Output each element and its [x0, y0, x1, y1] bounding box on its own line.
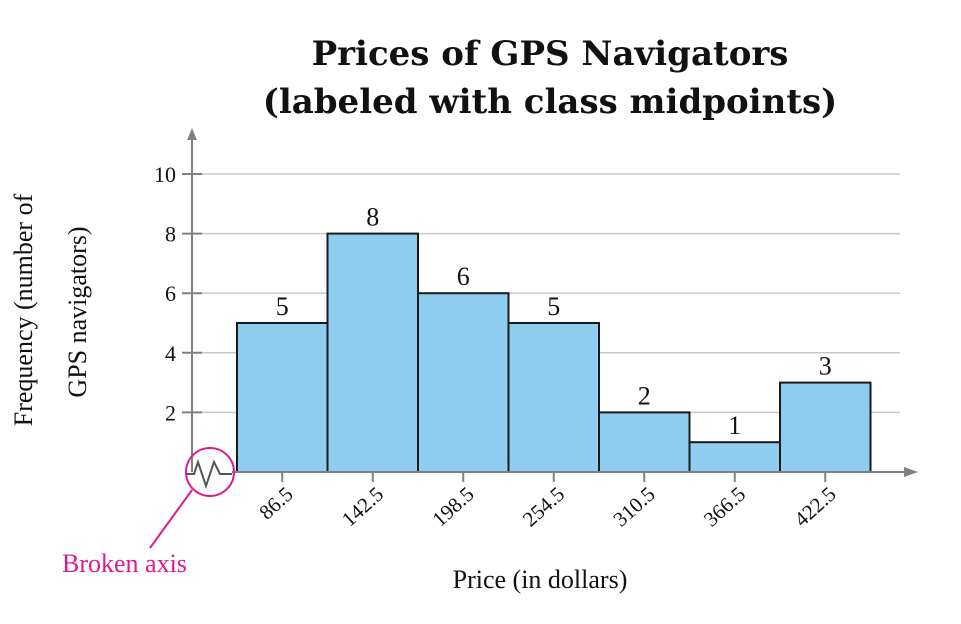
chart-subtitle: (labeled with class midpoints)	[262, 82, 838, 122]
y-tick-label: 10	[154, 162, 176, 187]
x-tick-label: 422.5	[789, 482, 840, 531]
bar-value-label: 8	[366, 203, 379, 232]
x-tick-label: 142.5	[337, 482, 388, 531]
bar-value-label: 5	[547, 292, 560, 321]
broken-axis-zigzag	[186, 458, 232, 490]
bar	[779, 381, 872, 474]
bar	[507, 322, 600, 473]
bars	[236, 232, 872, 474]
y-tick-label: 2	[165, 400, 176, 425]
broken-axis-annotation: Broken axis	[62, 447, 235, 578]
x-tick-label: 310.5	[608, 482, 659, 531]
bar-value-label: 3	[819, 352, 832, 381]
y-axis-title-line2: GPS navigators)	[63, 226, 92, 397]
bar	[688, 441, 781, 474]
x-tick-label: 198.5	[427, 482, 478, 531]
x-tick-label: 254.5	[518, 482, 569, 531]
bar-value-label: 2	[638, 381, 651, 410]
y-tick-label: 8	[165, 222, 176, 247]
bar-value-label: 1	[728, 411, 741, 440]
axes	[182, 128, 918, 482]
y-tick-label: 4	[165, 341, 176, 366]
y-axis-title-line1: Frequency (number of	[9, 193, 38, 426]
bar	[326, 232, 419, 473]
bar-value-label: 5	[276, 292, 289, 321]
bar-value-label: 6	[457, 262, 470, 291]
bar	[236, 322, 329, 473]
x-tick-label: 86.5	[254, 482, 297, 524]
broken-axis-circle	[185, 447, 235, 497]
bar	[417, 292, 510, 474]
broken-axis-label: Broken axis	[62, 549, 187, 578]
bar	[598, 411, 691, 473]
x-axis-title: Price (in dollars)	[453, 565, 628, 594]
y-axis-arrow	[187, 128, 197, 140]
chart-title: Prices of GPS Navigators	[311, 34, 789, 74]
x-tick-label: 366.5	[699, 482, 750, 531]
x-axis-arrow	[904, 467, 918, 477]
broken-axis-pointer	[149, 489, 193, 549]
y-tick-label: 6	[165, 281, 176, 306]
